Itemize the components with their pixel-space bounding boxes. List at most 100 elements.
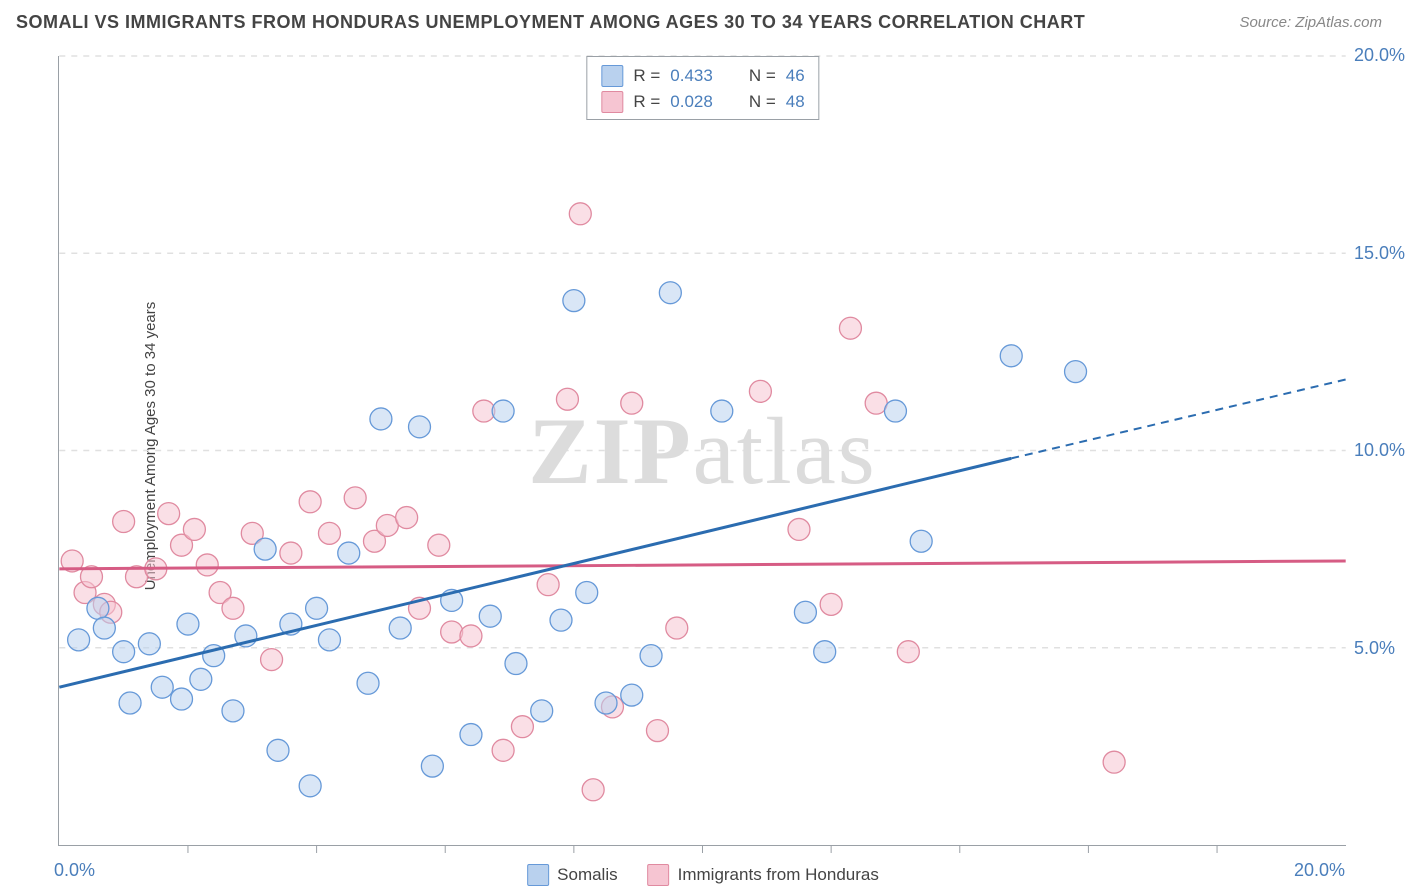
data-point: [280, 542, 302, 564]
data-point: [884, 400, 906, 422]
data-point: [396, 507, 418, 529]
trend-honduras: [59, 561, 1345, 569]
data-point: [158, 503, 180, 525]
plot-svg: [59, 56, 1346, 845]
chart-title: SOMALI VS IMMIGRANTS FROM HONDURAS UNEMP…: [16, 12, 1085, 33]
data-point: [299, 491, 321, 513]
data-point: [344, 487, 366, 509]
legend-item-honduras: Immigrants from Honduras: [648, 864, 879, 886]
data-point: [531, 700, 553, 722]
legend-row-honduras: R = 0.028 N = 48: [601, 89, 804, 115]
data-point: [177, 613, 199, 635]
data-point: [711, 400, 733, 422]
data-point: [338, 542, 360, 564]
n-label: N =: [749, 63, 776, 89]
data-point: [460, 625, 482, 647]
legend-series: Somalis Immigrants from Honduras: [527, 864, 879, 886]
swatch-honduras-icon: [648, 864, 670, 886]
ytick-10: 10.0%: [1354, 440, 1405, 461]
data-point: [563, 290, 585, 312]
data-point: [556, 388, 578, 410]
plot-area: ZIPatlas: [58, 56, 1346, 846]
data-point: [582, 779, 604, 801]
data-point: [1065, 361, 1087, 383]
ytick-20: 20.0%: [1354, 45, 1405, 66]
data-point: [794, 601, 816, 623]
legend-item-somalis: Somalis: [527, 864, 617, 886]
data-point: [1000, 345, 1022, 367]
data-point: [428, 534, 450, 556]
data-point: [119, 692, 141, 714]
data-point: [621, 684, 643, 706]
data-point: [640, 645, 662, 667]
data-point: [646, 720, 668, 742]
data-point: [576, 582, 598, 604]
r-label: R =: [633, 63, 660, 89]
data-point: [222, 597, 244, 619]
xtick-20: 20.0%: [1294, 860, 1345, 881]
xtick-0: 0.0%: [54, 860, 95, 881]
data-point: [479, 605, 501, 627]
data-point: [820, 593, 842, 615]
data-point: [267, 739, 289, 761]
data-point: [788, 518, 810, 540]
data-point: [389, 617, 411, 639]
data-point: [254, 538, 276, 560]
data-point: [87, 597, 109, 619]
swatch-honduras-icon: [601, 91, 623, 113]
data-point: [460, 724, 482, 746]
data-point: [68, 629, 90, 651]
trend-somalis-extrapolated: [1011, 379, 1345, 458]
data-point: [1103, 751, 1125, 773]
data-point: [666, 617, 688, 639]
data-point: [113, 511, 135, 533]
data-point: [357, 672, 379, 694]
data-point: [151, 676, 173, 698]
data-point: [261, 649, 283, 671]
swatch-somalis-icon: [601, 65, 623, 87]
data-point: [595, 692, 617, 714]
r-value-somalis: 0.433: [670, 63, 713, 89]
data-point: [190, 668, 212, 690]
data-point: [93, 617, 115, 639]
data-point: [537, 574, 559, 596]
r-label: R =: [633, 89, 660, 115]
data-point: [113, 641, 135, 663]
ytick-5: 5.0%: [1354, 638, 1395, 659]
data-point: [409, 416, 431, 438]
data-point: [910, 530, 932, 552]
data-point: [441, 621, 463, 643]
data-point: [318, 522, 340, 544]
legend-row-somalis: R = 0.433 N = 46: [601, 63, 804, 89]
data-point: [550, 609, 572, 631]
legend-stats-box: R = 0.433 N = 46 R = 0.028 N = 48: [586, 56, 819, 120]
data-point: [659, 282, 681, 304]
data-point: [222, 700, 244, 722]
n-value-honduras: 48: [786, 89, 805, 115]
data-point: [370, 408, 392, 430]
data-point: [138, 633, 160, 655]
data-point: [299, 775, 321, 797]
legend-label-somalis: Somalis: [557, 865, 617, 885]
data-point: [505, 653, 527, 675]
data-point: [171, 688, 193, 710]
n-value-somalis: 46: [786, 63, 805, 89]
r-value-honduras: 0.028: [670, 89, 713, 115]
source-label: Source: ZipAtlas.com: [1239, 14, 1382, 31]
legend-label-honduras: Immigrants from Honduras: [678, 865, 879, 885]
data-point: [196, 554, 218, 576]
n-label: N =: [749, 89, 776, 115]
data-point: [492, 400, 514, 422]
data-point: [621, 392, 643, 414]
data-point: [306, 597, 328, 619]
data-point: [814, 641, 836, 663]
data-point: [183, 518, 205, 540]
data-point: [318, 629, 340, 651]
swatch-somalis-icon: [527, 864, 549, 886]
data-point: [897, 641, 919, 663]
data-point: [569, 203, 591, 225]
data-point: [492, 739, 514, 761]
data-point: [511, 716, 533, 738]
data-point: [839, 317, 861, 339]
ytick-15: 15.0%: [1354, 243, 1405, 264]
